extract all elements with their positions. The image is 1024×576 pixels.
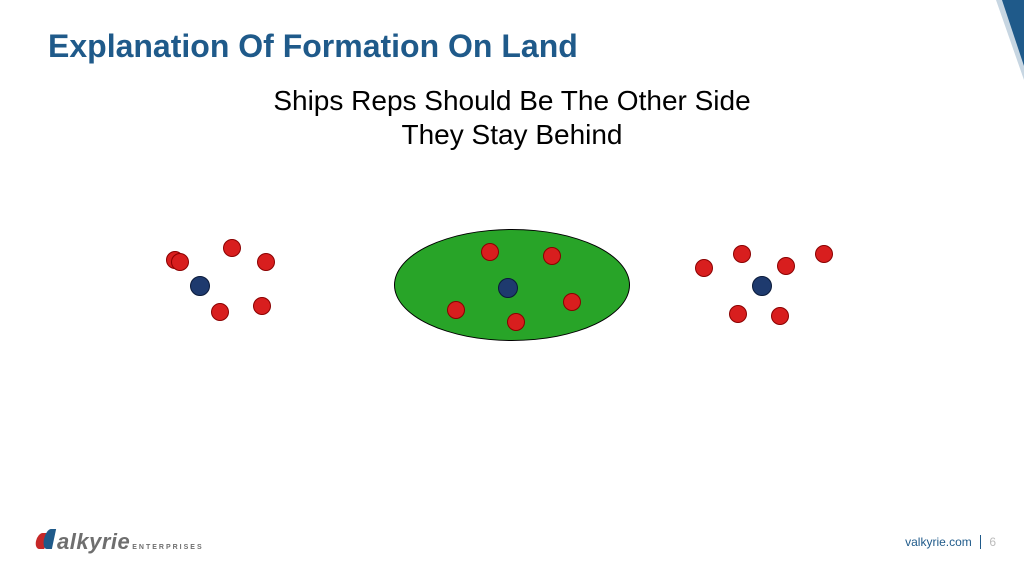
footer-right: valkyrie.com 6 (905, 535, 996, 549)
subtitle-block: Ships Reps Should Be The Other Side They… (0, 85, 1024, 151)
blue-unit (498, 278, 518, 298)
red-unit (733, 245, 751, 263)
page-title: Explanation Of Formation On Land (48, 28, 578, 65)
red-unit (695, 259, 713, 277)
blue-unit (752, 276, 772, 296)
red-unit (223, 239, 241, 257)
logo-text: alkyrie (57, 529, 130, 555)
formation-diagram (0, 220, 1024, 400)
red-unit (815, 245, 833, 263)
red-unit (447, 301, 465, 319)
footer-site: valkyrie.com (905, 535, 972, 549)
logo: alkyrie ENTERPRISES (36, 529, 204, 555)
red-unit (481, 243, 499, 261)
red-unit (563, 293, 581, 311)
corner-accent (1002, 0, 1024, 66)
subtitle-line-2: They Stay Behind (0, 119, 1024, 151)
red-unit (771, 307, 789, 325)
page-number: 6 (989, 535, 996, 549)
red-unit (257, 253, 275, 271)
logo-subtext: ENTERPRISES (132, 544, 203, 551)
red-unit (507, 313, 525, 331)
footer: alkyrie ENTERPRISES valkyrie.com 6 (36, 526, 996, 558)
red-unit (729, 305, 747, 323)
blue-unit (190, 276, 210, 296)
red-unit (777, 257, 795, 275)
subtitle-line-1: Ships Reps Should Be The Other Side (0, 85, 1024, 117)
red-unit (171, 253, 189, 271)
red-unit (543, 247, 561, 265)
red-unit (253, 297, 271, 315)
red-unit (211, 303, 229, 321)
logo-mark-icon (36, 529, 56, 549)
footer-divider-icon (980, 535, 982, 549)
